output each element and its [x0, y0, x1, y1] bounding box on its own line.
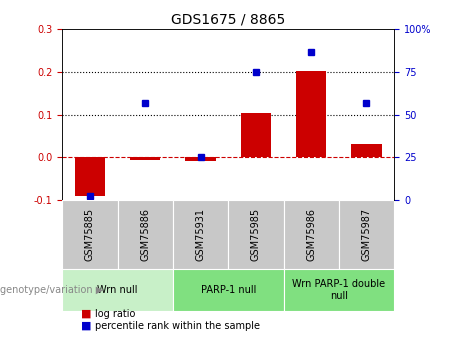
Text: GSM75985: GSM75985	[251, 208, 261, 261]
Bar	[62, 200, 118, 269]
Text: GSM75987: GSM75987	[361, 208, 372, 261]
Bar	[284, 200, 339, 269]
Bar	[228, 200, 284, 269]
Bar	[130, 157, 160, 159]
Bar	[351, 144, 382, 157]
Bar	[118, 200, 173, 269]
Bar	[284, 269, 394, 310]
Bar	[185, 157, 216, 161]
Text: log ratio: log ratio	[95, 309, 135, 319]
Bar	[173, 269, 284, 310]
Text: GSM75986: GSM75986	[306, 208, 316, 261]
Text: Wrn PARP-1 double
null: Wrn PARP-1 double null	[292, 279, 385, 300]
Text: ■: ■	[81, 309, 91, 319]
Text: PARP-1 null: PARP-1 null	[201, 285, 256, 295]
Text: GSM75886: GSM75886	[140, 208, 150, 261]
Bar	[296, 71, 326, 157]
Bar	[62, 269, 173, 310]
Text: GSM75885: GSM75885	[85, 208, 95, 261]
Bar	[241, 114, 271, 157]
Title: GDS1675 / 8865: GDS1675 / 8865	[171, 13, 285, 27]
Text: percentile rank within the sample: percentile rank within the sample	[95, 321, 260, 331]
Bar	[75, 157, 105, 196]
Text: Wrn null: Wrn null	[97, 285, 138, 295]
Text: genotype/variation ▶: genotype/variation ▶	[0, 285, 103, 295]
Bar	[339, 200, 394, 269]
Text: ■: ■	[81, 321, 91, 331]
Bar	[173, 200, 228, 269]
Text: GSM75931: GSM75931	[195, 208, 206, 261]
